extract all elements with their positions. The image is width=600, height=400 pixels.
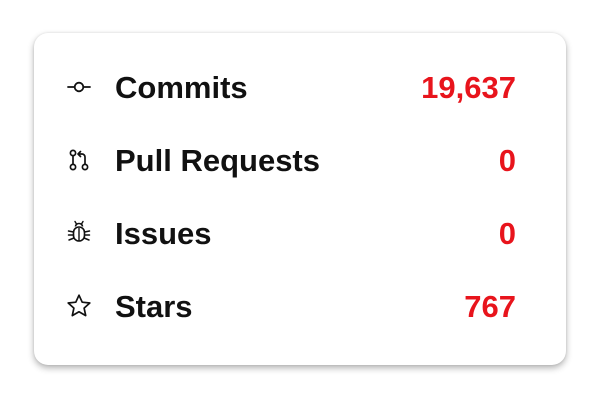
bug-icon <box>66 220 92 246</box>
stat-row-stars: Stars 767 <box>34 281 566 331</box>
stat-row-issues: Issues 0 <box>34 208 566 258</box>
stat-row-pull-requests: Pull Requests 0 <box>34 135 566 185</box>
commit-icon <box>66 74 92 100</box>
star-icon <box>66 293 92 319</box>
stat-label-pull-requests: Pull Requests <box>115 142 320 178</box>
pull-request-icon <box>66 147 92 173</box>
stat-value-pull-requests: 0 <box>498 142 516 178</box>
stat-row-commits: Commits 19,637 <box>34 62 566 112</box>
stat-label-commits: Commits <box>115 69 248 105</box>
stat-value-issues: 0 <box>498 215 516 251</box>
stat-value-commits: 19,637 <box>421 69 516 105</box>
stat-label-issues: Issues <box>115 215 212 251</box>
stats-card: Commits 19,637 Pull Requests 0 <box>34 33 566 365</box>
stat-label-stars: Stars <box>115 288 193 324</box>
stat-value-stars: 767 <box>464 288 516 324</box>
